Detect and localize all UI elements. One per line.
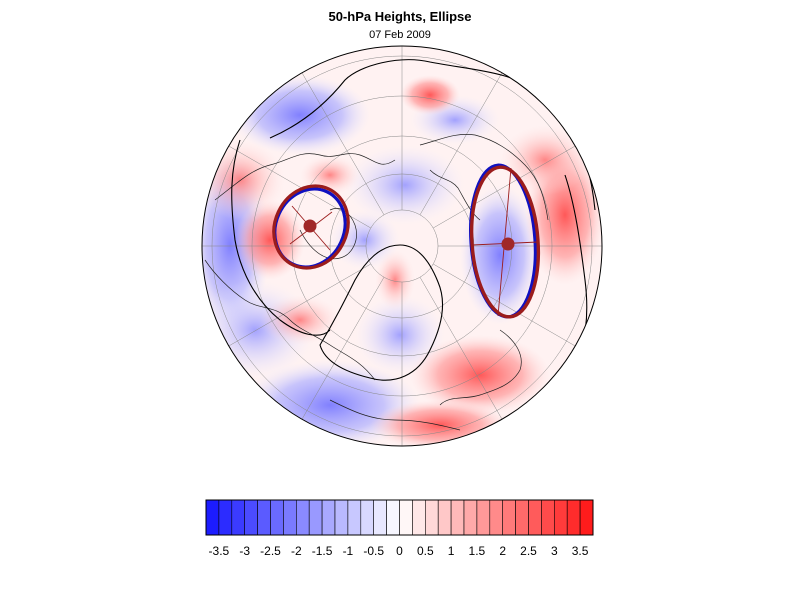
colorbar-box — [321, 499, 336, 536]
colorbar-tick-label: 2 — [499, 544, 506, 558]
colorbar-box — [231, 499, 246, 536]
meridian-line — [228, 263, 371, 347]
colorbar-box — [244, 499, 258, 536]
colorbar-box — [528, 499, 542, 536]
colorbar-box — [295, 499, 310, 536]
colorbar-box — [257, 499, 271, 536]
colorbar-box — [412, 499, 426, 536]
colorbar-box — [399, 499, 413, 536]
colorbar-box — [218, 499, 233, 536]
colorbar-box — [283, 499, 297, 536]
colorbar-box — [308, 499, 323, 536]
chart-subtitle: 07 Feb 2009 — [369, 29, 431, 41]
colorbar-tick-label: -0.5 — [363, 544, 384, 558]
colorbar-tick-label: -3.5 — [209, 544, 230, 558]
colorbar-frame — [205, 499, 594, 536]
colorbar-box — [450, 499, 465, 536]
colorbar-tick-label: 3 — [551, 544, 558, 558]
colorbar-boxes — [205, 499, 594, 536]
ellipse-west-center — [303, 219, 317, 233]
chart-title: 50-hPa Heights, Ellipse — [328, 9, 472, 24]
colorbar-tick-label: 1 — [448, 544, 455, 558]
colorbar-tick-label: 1.5 — [469, 544, 486, 558]
colorbar-box — [515, 499, 529, 536]
colorbar-box — [360, 499, 374, 536]
colorbar-tick-label: -1 — [343, 544, 354, 558]
meridian-line — [301, 72, 385, 215]
colorbar-box — [566, 499, 581, 536]
colorbar-box — [476, 499, 491, 536]
colorbar-box — [437, 499, 452, 536]
ellipse-east — [469, 163, 541, 319]
colorbar-tick-label: -2 — [291, 544, 302, 558]
colorbar-box — [347, 499, 362, 536]
meridian-line — [433, 145, 576, 229]
colorbar-tick-label: 0 — [396, 544, 403, 558]
ellipse-east-center — [501, 237, 515, 251]
ellipse-west — [272, 184, 350, 270]
colorbar-box — [463, 499, 478, 536]
meridian-line — [433, 263, 576, 347]
colorbar-box — [541, 499, 555, 536]
colorbar-box — [424, 499, 439, 536]
colorbar-tick-labels: -3.5 -3 -2.5 -2 -1.5 -1 -0.5 0 0.5 1 1.5 2 2.5 3 3.5 — [209, 544, 589, 558]
colorbar-tick-label: 2.5 — [520, 544, 537, 558]
colorbar-tick-label: 3.5 — [572, 544, 589, 558]
colorbar-box — [373, 499, 387, 536]
colorbar-box — [553, 499, 568, 536]
colorbar-tick-label: -3 — [239, 544, 250, 558]
colorbar-box — [334, 499, 349, 536]
colorbar-box — [489, 499, 503, 536]
colorbar-tick-label: -1.5 — [312, 544, 333, 558]
polar-map — [201, 45, 603, 447]
colorbar-box — [270, 499, 284, 536]
colorbar-tick-label: 0.5 — [417, 544, 434, 558]
meridian-line — [301, 277, 385, 420]
colorbar-box — [579, 499, 594, 536]
colorbar-box — [502, 499, 516, 536]
meridian-line — [419, 277, 503, 420]
globe-outline — [201, 45, 603, 447]
colorbar-box — [386, 499, 400, 536]
colorbar-tick-label: -2.5 — [260, 544, 281, 558]
meridian-line — [419, 72, 503, 215]
colorbar-box — [205, 499, 220, 536]
